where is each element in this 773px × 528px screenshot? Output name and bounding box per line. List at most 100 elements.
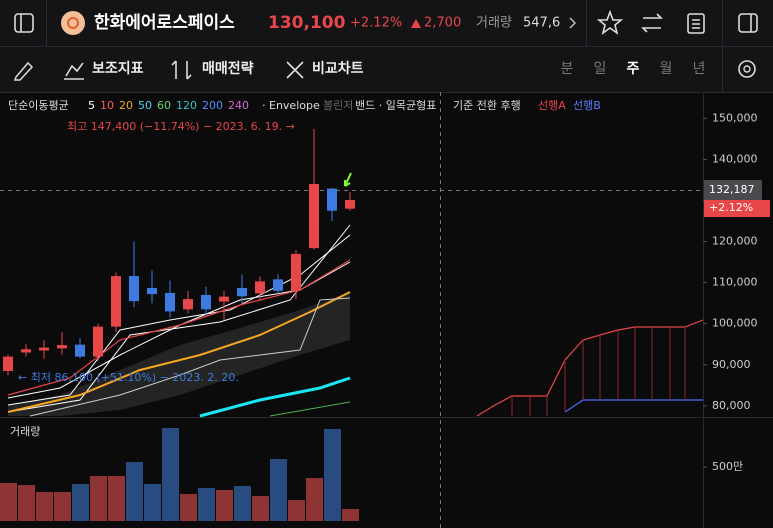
indicators-button[interactable]: 보조지표: [92, 61, 144, 77]
volume-bar: [198, 487, 215, 521]
settings-icon[interactable]: [738, 60, 756, 78]
y-tick-label: 100,000: [712, 317, 758, 330]
y-tick-label: 150,000: [712, 111, 758, 124]
volume-bar: [36, 492, 53, 521]
ma-period: 10: [100, 99, 114, 112]
legend-bollinger: 볼린저: [323, 99, 353, 112]
note-icon: [692, 19, 700, 29]
crosshair-label: 132,187: [709, 183, 755, 196]
ichimoku-line: [29, 297, 351, 417]
candle-body: [57, 345, 67, 349]
volume-bar: [252, 496, 269, 521]
ma-period: 200: [202, 99, 223, 112]
volume-bar: [144, 483, 161, 521]
panel-icon[interactable]: [738, 13, 758, 33]
volume-bar: [234, 486, 251, 521]
volume-label: 거래량: [476, 16, 512, 31]
volume-bar: [342, 509, 359, 521]
y-tick-label: 90,000: [712, 358, 751, 371]
logo: [67, 17, 79, 29]
volume-bar: [72, 483, 89, 521]
period-tab[interactable]: 분: [561, 61, 574, 77]
up-icon: [411, 19, 421, 28]
compare-icon[interactable]: [286, 61, 304, 79]
volume-bar: [180, 494, 197, 521]
period-tab[interactable]: 년: [693, 61, 706, 77]
volume-bar: [108, 475, 125, 521]
ma-line: [7, 291, 351, 413]
volume-bar: [90, 475, 107, 521]
candle-body: [21, 349, 31, 353]
ma-period: 120: [176, 99, 197, 112]
volume-bar: [162, 428, 179, 521]
candle-body: [39, 347, 49, 351]
cloud-span-b: [564, 399, 703, 413]
legend-envelope: · Envelope: [262, 99, 320, 112]
legend-span-b: 선행B: [573, 99, 601, 112]
bollinger-band: [8, 292, 350, 416]
y-tick-label: 120,000: [712, 235, 758, 248]
strategy-button[interactable]: 매매전략: [202, 60, 254, 77]
period-tab[interactable]: 월: [660, 61, 673, 77]
candle-body: [3, 356, 13, 371]
arrow: [344, 172, 352, 187]
volume-bar: [0, 482, 17, 521]
volume-bar: [306, 478, 323, 521]
ma-period: 5: [88, 99, 95, 112]
y-tick-label: 80,000: [712, 399, 751, 412]
period-tab[interactable]: 일: [594, 61, 607, 77]
draw-icon[interactable]: [13, 61, 34, 81]
legend-ichimoku: 기준 전환 후행: [453, 99, 521, 112]
volume-bar: [270, 459, 287, 521]
toolbar: [0, 46, 773, 92]
sidebar-icon[interactable]: [14, 13, 34, 33]
settings-icon: [743, 65, 751, 73]
candle-body: [183, 299, 193, 310]
volume-bar: [216, 490, 233, 521]
indicator-icon[interactable]: [64, 62, 84, 80]
swap-icon[interactable]: [641, 13, 663, 33]
candle-body: [219, 296, 229, 302]
ma-line: [199, 376, 351, 418]
volume-bar: [324, 428, 341, 521]
low-annotation: ← 최저 86,100 (+51.10%) − 2023. 2. 20.: [18, 371, 239, 384]
candle-body: [237, 287, 247, 297]
strategy-icon[interactable]: [171, 60, 192, 80]
change: 2,700: [424, 16, 461, 31]
candle-body: [111, 276, 121, 327]
candle-body: [201, 294, 211, 310]
more-icon[interactable]: [569, 17, 577, 29]
candle-body: [291, 253, 301, 291]
stock-name: 한화에어로스페이스: [94, 13, 235, 33]
change-pct: +2.12%: [350, 16, 402, 31]
candle-body: [93, 326, 103, 357]
volume-title: 거래량: [10, 425, 40, 438]
high-annotation: 최고 147,400 (−11.74%) − 2023. 6. 19. →: [67, 120, 295, 133]
ma-period: 60: [157, 99, 171, 112]
candle-body: [147, 287, 157, 295]
price-tag-bg: [704, 200, 770, 217]
legend-span-a: 선행A: [538, 99, 566, 112]
ma-period: 50: [138, 99, 152, 112]
header-bar: [0, 0, 773, 46]
candle-body: [309, 184, 319, 249]
y-tick-label: 140,000: [712, 152, 758, 165]
volume-bar: [18, 485, 35, 521]
cloud-span-a: [476, 319, 704, 417]
legend-ma: 단순이동평균: [8, 99, 69, 112]
logo: [61, 11, 85, 35]
candle-body: [75, 344, 85, 357]
period-tab[interactable]: 주: [627, 61, 640, 77]
volume: 547,6: [523, 16, 560, 31]
candle-body: [165, 292, 175, 312]
compare-button[interactable]: 비교차트: [312, 61, 364, 77]
ma-period: 240: [228, 99, 249, 112]
ma-line: [269, 401, 351, 417]
candle-body: [327, 188, 337, 211]
cloud-fill: [511, 327, 686, 416]
favorite-icon[interactable]: [596, 9, 624, 35]
note-icon[interactable]: [687, 13, 705, 34]
candle-body: [255, 281, 265, 294]
y-tick-label: 500만: [712, 460, 743, 473]
